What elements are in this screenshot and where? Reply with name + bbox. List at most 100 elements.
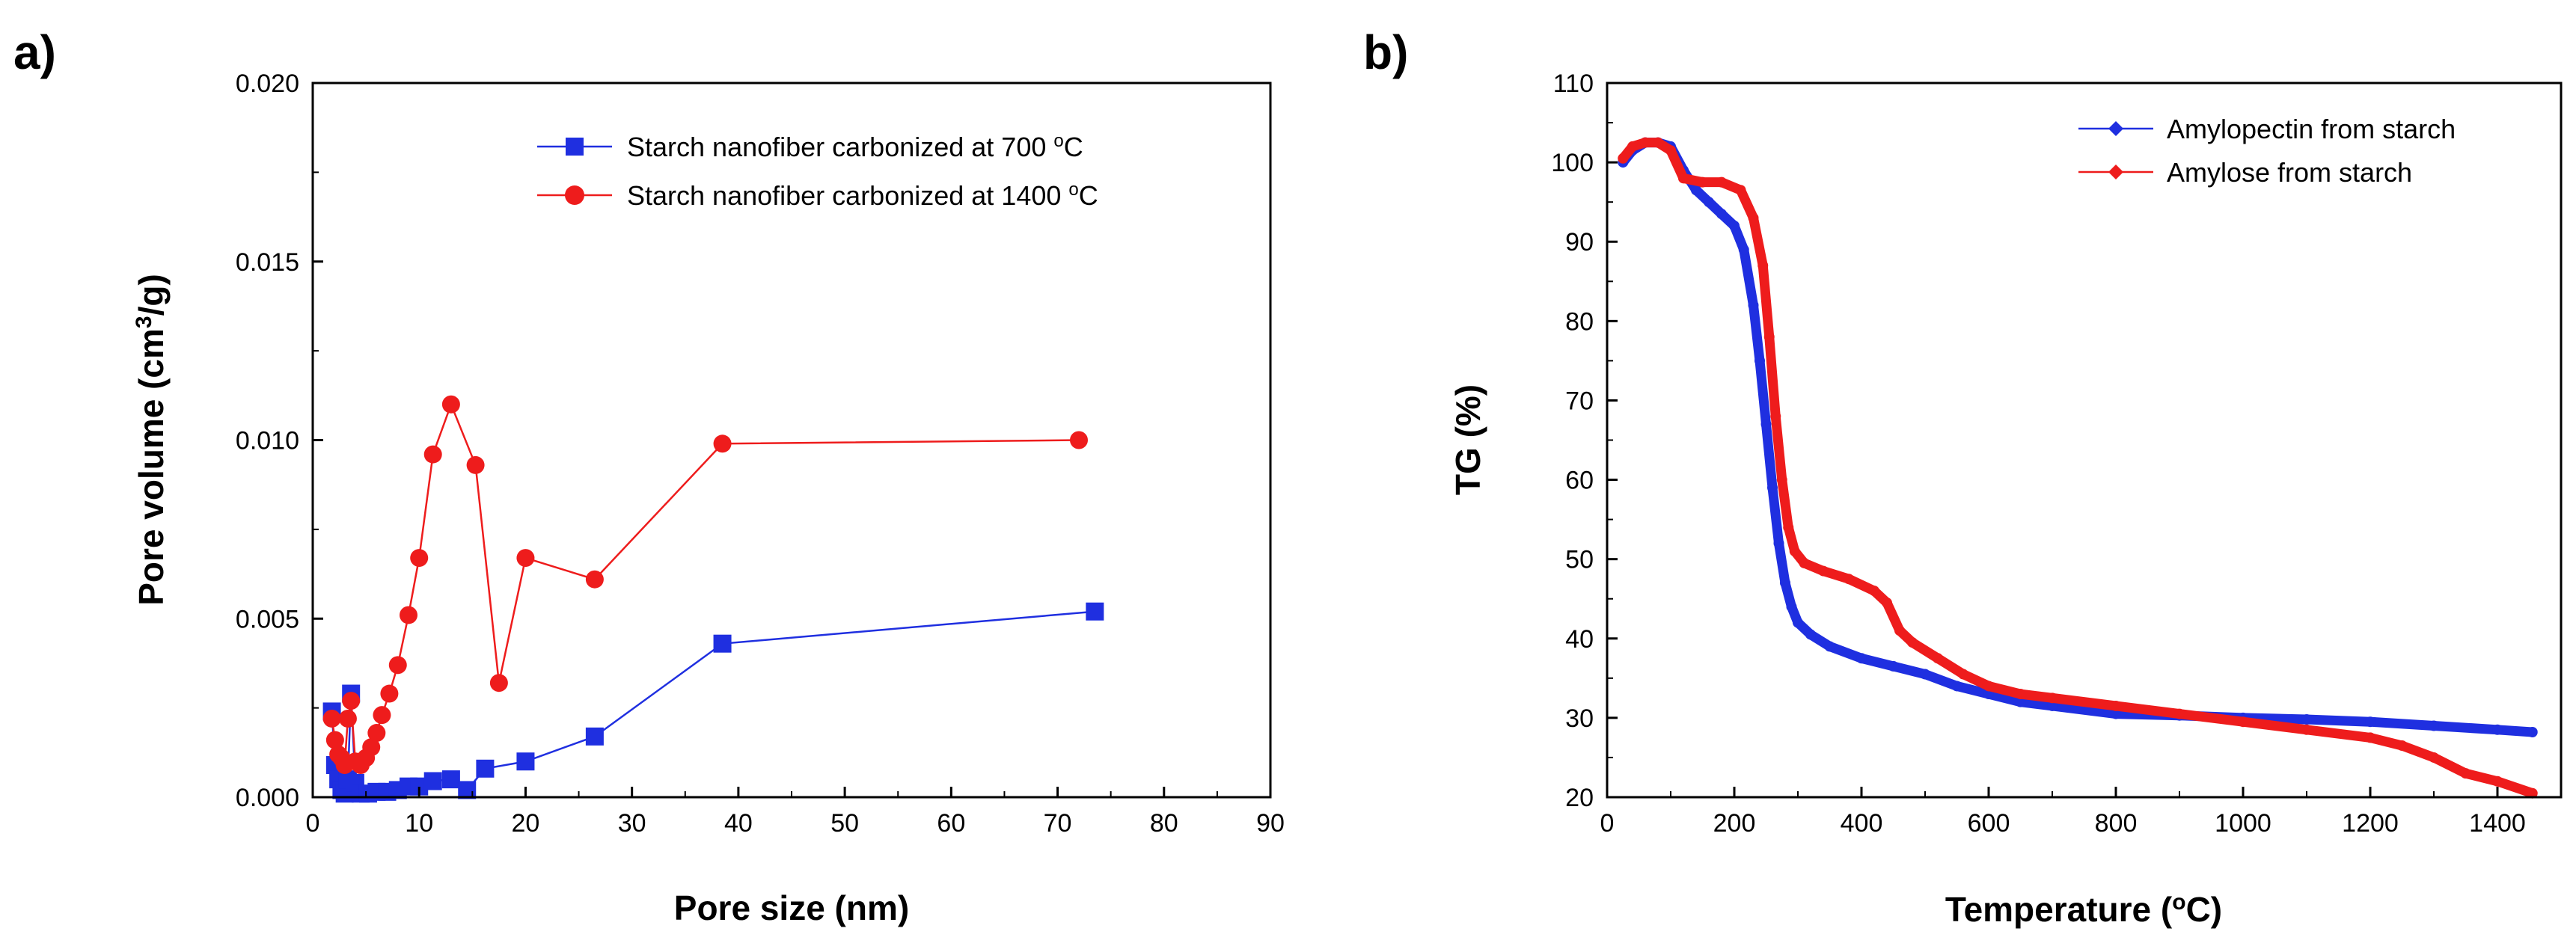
- x-tick-label: 70: [1044, 809, 1072, 838]
- data-point: [516, 752, 535, 771]
- data-point: [1783, 522, 1794, 533]
- panel-b-y-axis-title: TG (%): [1448, 384, 1487, 495]
- data-point: [2174, 708, 2185, 719]
- data-point: [2238, 716, 2248, 728]
- y-tick-label: 0.000: [236, 784, 299, 812]
- y-tick-label: 60: [1565, 467, 1594, 495]
- panel-a-label: a): [13, 25, 56, 79]
- data-point: [1920, 669, 1930, 680]
- data-point: [1086, 602, 1104, 621]
- data-point: [2429, 720, 2439, 731]
- data-point: [1856, 653, 1867, 664]
- data-point: [516, 549, 535, 568]
- legend-marker-amylose: [2108, 165, 2123, 179]
- x-tick-label: 400: [1841, 809, 1883, 838]
- data-point: [1716, 176, 1727, 188]
- legend-label-amylose: Amylose from starch: [2167, 157, 2412, 188]
- y-tick-label: 0.015: [236, 248, 299, 277]
- data-point: [1653, 137, 1663, 148]
- data-point: [1789, 546, 1800, 557]
- x-tick-label: 80: [1150, 809, 1178, 838]
- data-point: [322, 709, 341, 728]
- data-point: [2301, 724, 2312, 735]
- y-tick-label: 80: [1565, 307, 1594, 336]
- x-tick-label: 60: [937, 809, 965, 838]
- data-point: [1640, 137, 1650, 148]
- y-tick-label: 90: [1565, 228, 1594, 257]
- data-point: [388, 656, 407, 675]
- data-point: [1869, 586, 1879, 597]
- data-point: [713, 634, 732, 653]
- y-tick-label: 110: [1553, 70, 1594, 98]
- y-tick-label: 0.005: [236, 605, 299, 633]
- data-point: [1776, 474, 1787, 485]
- x-tick-label: 40: [724, 809, 753, 838]
- data-point: [1738, 244, 1749, 255]
- panel-b-x-axis-title: Temperature (oC): [1945, 890, 2222, 930]
- y-tick-label: 0.020: [236, 70, 299, 98]
- data-point: [362, 738, 381, 757]
- data-point: [1763, 331, 1775, 343]
- data-point: [1757, 260, 1769, 271]
- data-point: [1729, 221, 1740, 231]
- data-point: [1882, 598, 1892, 609]
- y-tick-label: 0.010: [236, 427, 299, 455]
- y-tick-label: 20: [1565, 784, 1594, 812]
- data-point: [1665, 145, 1676, 156]
- x-tick-label: 800: [2095, 809, 2138, 838]
- data-point: [1697, 176, 1708, 188]
- data-point: [1754, 355, 1765, 366]
- x-tick-label: 600: [1968, 809, 2010, 838]
- data-point: [1070, 431, 1088, 449]
- data-point: [1716, 209, 1727, 220]
- legend-label-amylopectin: Amylopectin from starch: [2167, 114, 2456, 144]
- data-point: [1888, 660, 1899, 672]
- data-point: [1760, 419, 1772, 430]
- x-tick-label: 1000: [2215, 809, 2271, 838]
- data-point: [1786, 601, 1797, 612]
- data-point: [1933, 653, 1943, 664]
- panel-b-legend: Amylopectin from starch Amylose from sta…: [2078, 114, 2456, 188]
- y-tick-label: 40: [1565, 625, 1594, 654]
- data-point: [423, 445, 442, 464]
- panel-a-x-axis-title: Pore size (nm): [674, 888, 909, 927]
- panel-b-plot-area: [1606, 82, 2563, 799]
- x-tick-label: 50: [830, 809, 859, 838]
- legend-marker-700: [566, 138, 584, 156]
- data-point: [373, 706, 391, 725]
- data-point: [2047, 692, 2058, 704]
- x-tick-label: 20: [512, 809, 540, 838]
- data-point: [713, 434, 732, 453]
- x-tick-label: 10: [405, 809, 433, 838]
- legend-marker-amylopectin: [2108, 121, 2123, 136]
- data-point: [1627, 141, 1638, 152]
- data-point: [2111, 700, 2121, 711]
- data-point: [2527, 726, 2538, 737]
- data-point: [423, 772, 442, 790]
- legend-marker-1400: [565, 185, 584, 205]
- data-point: [466, 455, 485, 474]
- x-tick-label: 200: [1713, 809, 1756, 838]
- data-point: [489, 674, 508, 692]
- legend-label-1400: Starch nanofiber carbonized at 1400 oC: [627, 179, 1098, 212]
- data-point: [2460, 768, 2471, 779]
- data-point: [1780, 577, 1790, 589]
- data-point: [1748, 300, 1759, 311]
- data-point: [338, 709, 357, 728]
- data-point: [2527, 787, 2538, 799]
- data-point: [2492, 776, 2503, 787]
- data-point: [1907, 637, 1918, 648]
- data-point: [1748, 212, 1759, 224]
- data-point: [1824, 641, 1835, 652]
- x-tick-label: 1200: [2342, 809, 2399, 838]
- series-line-1: [331, 402, 1080, 767]
- data-point: [1894, 625, 1905, 636]
- data-point: [476, 759, 495, 778]
- data-point: [2365, 716, 2375, 728]
- y-tick-label: 70: [1565, 387, 1594, 415]
- data-point: [380, 684, 399, 703]
- data-point: [1805, 629, 1816, 640]
- data-point: [325, 731, 344, 749]
- legend-label-700: Starch nanofiber carbonized at 700 oC: [627, 131, 1083, 163]
